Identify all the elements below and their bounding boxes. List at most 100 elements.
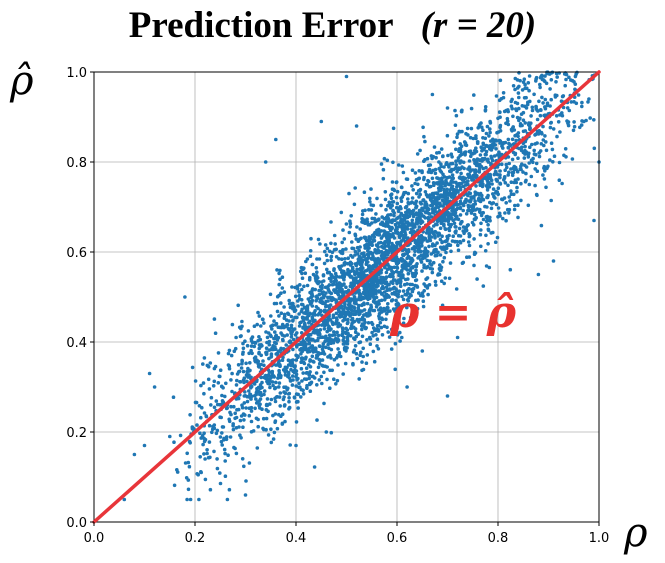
scatter-point xyxy=(290,285,294,289)
scatter-point xyxy=(307,341,312,345)
scatter-point xyxy=(514,107,518,111)
scatter-point xyxy=(392,236,397,240)
scatter-point xyxy=(355,267,359,272)
scatter-point xyxy=(427,185,432,189)
scatter-point xyxy=(336,363,340,367)
scatter-point xyxy=(255,322,259,327)
scatter-point xyxy=(554,80,558,84)
scatter-point xyxy=(388,288,392,292)
scatter-point xyxy=(498,78,503,83)
scatter-point xyxy=(536,272,541,277)
scatter-point xyxy=(371,349,376,354)
scatter-point xyxy=(249,430,254,434)
scatter-point xyxy=(325,329,330,334)
scatter-point xyxy=(278,391,283,395)
scatter-point xyxy=(379,203,383,208)
scatter-point xyxy=(402,282,407,287)
scatter-point xyxy=(402,259,407,264)
scatter-point xyxy=(437,166,442,171)
scatter-point xyxy=(317,257,322,261)
scatter-point xyxy=(421,125,425,130)
scatter-point xyxy=(242,401,247,405)
scatter-point xyxy=(524,106,529,110)
scatter-point xyxy=(509,180,514,184)
scatter-point xyxy=(437,160,441,164)
scatter-point xyxy=(259,375,263,380)
scatter-point xyxy=(335,340,340,344)
scatter-point xyxy=(463,153,467,157)
scatter-point xyxy=(234,335,238,340)
scatter-point xyxy=(374,243,379,247)
scatter-point xyxy=(411,188,416,192)
scatter-point xyxy=(256,359,261,364)
scatter-point xyxy=(341,275,345,279)
scatter-point xyxy=(534,161,539,166)
scatter-point xyxy=(515,133,519,137)
scatter-point xyxy=(549,121,553,125)
scatter-point xyxy=(347,191,351,196)
scatter-point xyxy=(442,255,447,260)
scatter-point xyxy=(480,196,484,201)
scatter-point xyxy=(381,176,386,181)
scatter-point xyxy=(452,140,457,144)
x-axis-label: ρ xyxy=(623,510,648,556)
scatter-point xyxy=(455,189,460,193)
scatter-point xyxy=(380,280,385,284)
scatter-point xyxy=(446,153,450,158)
scatter-point xyxy=(375,218,380,223)
scatter-point xyxy=(509,189,513,193)
scatter-point xyxy=(483,109,488,113)
scatter-point xyxy=(480,179,484,184)
scatter-point xyxy=(417,235,422,239)
scatter-point xyxy=(502,175,507,179)
scatter-point xyxy=(362,287,367,292)
scatter-point xyxy=(507,170,511,175)
scatter-point xyxy=(282,290,287,294)
scatter-point xyxy=(417,225,422,229)
scatter-point xyxy=(455,335,460,340)
scatter-point xyxy=(517,146,521,151)
scatter-point xyxy=(474,159,479,163)
scatter-point xyxy=(447,193,452,197)
scatter-point xyxy=(295,399,299,404)
scatter-point xyxy=(426,292,430,297)
scatter-point xyxy=(563,147,568,151)
scatter-point xyxy=(197,404,202,408)
scatter-point xyxy=(484,165,488,170)
scatter-point xyxy=(300,379,304,383)
scatter-point xyxy=(486,242,490,246)
scatter-point xyxy=(346,288,351,293)
scatter-point xyxy=(302,311,306,315)
scatter-point xyxy=(456,243,460,248)
x-tick-label: 0.8 xyxy=(488,531,509,546)
scatter-point xyxy=(386,302,390,306)
scatter-point xyxy=(289,329,293,334)
scatter-point xyxy=(236,370,241,374)
scatter-point xyxy=(240,457,245,461)
scatter-point xyxy=(261,359,265,363)
scatter-point xyxy=(466,240,471,244)
scatter-point xyxy=(354,270,359,275)
scatter-point xyxy=(324,253,329,257)
scatter-point xyxy=(513,87,517,92)
scatter-point xyxy=(307,278,312,282)
scatter-point xyxy=(532,92,536,97)
scatter-point xyxy=(264,427,268,432)
scatter-point xyxy=(400,294,404,299)
scatter-point xyxy=(304,377,309,382)
scatter-point xyxy=(391,278,396,283)
scatter-point xyxy=(357,254,362,259)
scatter-point xyxy=(241,369,246,374)
scatter-point xyxy=(260,380,264,385)
scatter-point xyxy=(367,250,372,255)
scatter-point xyxy=(368,200,372,204)
scatter-point xyxy=(208,361,213,365)
scatter-point xyxy=(264,408,269,412)
scatter-point xyxy=(494,202,499,207)
scatter-point xyxy=(392,290,397,295)
scatter-point xyxy=(269,440,274,445)
scatter-point xyxy=(353,249,358,254)
scatter-point xyxy=(247,351,251,356)
scatter-point xyxy=(297,290,301,294)
axis-ticks: 0.0 0.2 0.4 0.6 0.8 1.00.00.20.40.60.81.0 xyxy=(66,66,609,546)
